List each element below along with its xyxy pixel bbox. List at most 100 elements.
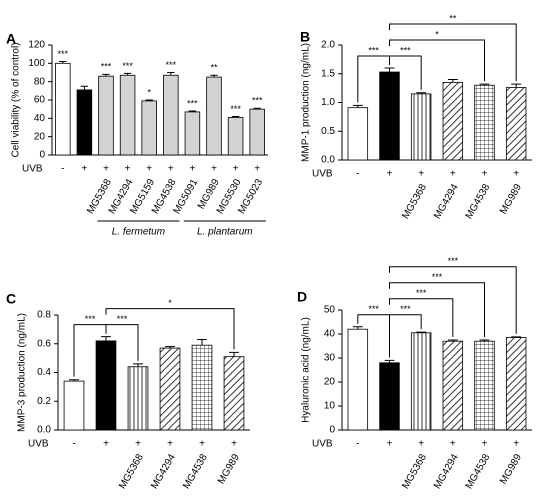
significance-label: *** <box>230 104 241 114</box>
bar <box>505 337 527 431</box>
significance-label: *** <box>58 49 69 59</box>
y-tick-label: 120 <box>28 40 45 51</box>
error-bar <box>133 363 143 367</box>
error-bar <box>59 61 67 64</box>
error-bar <box>511 83 522 88</box>
treatment-sign: + <box>482 169 488 180</box>
y-tick-label: 60 <box>34 95 46 106</box>
bar <box>474 84 495 161</box>
bar <box>55 62 71 156</box>
y-tick-label: 0.4 <box>37 367 51 378</box>
error-bar <box>479 339 490 342</box>
error-bar <box>102 73 110 77</box>
y-tick-label: 50 <box>324 305 336 316</box>
bracket-label: *** <box>117 314 128 324</box>
error-bar <box>167 72 175 76</box>
y-tick-label: 10 <box>324 401 336 412</box>
treatment-sign: + <box>387 439 393 450</box>
error-bar <box>165 346 175 349</box>
error-bar <box>231 116 240 118</box>
bracket-label: *** <box>85 314 96 324</box>
panel-letter: A <box>6 31 16 47</box>
bar <box>379 362 400 431</box>
bar <box>474 340 495 431</box>
y-axis-label: Cell viability (% of control) <box>11 42 22 157</box>
error-bar <box>69 379 79 382</box>
y-tick-label: 20 <box>34 131 46 142</box>
treatment-sign: - <box>356 439 359 450</box>
panel-letter: C <box>6 291 16 307</box>
x-tick-label: MG4538 <box>464 182 493 221</box>
significance-bracket <box>389 39 485 82</box>
treatment-sign: + <box>513 439 519 450</box>
treatment-sign: + <box>450 439 456 450</box>
y-tick-label: 0 <box>329 425 335 436</box>
treatment-sign: + <box>231 439 237 450</box>
x-tick-label: MG989 <box>498 452 524 486</box>
bracket-label: *** <box>368 304 379 314</box>
bar <box>95 340 117 431</box>
treatment-sign: - <box>72 439 75 450</box>
bracket-label: * <box>435 29 439 39</box>
error-bar <box>210 74 218 78</box>
treatment-sign: + <box>513 169 519 180</box>
treatment-sign: - <box>61 164 64 175</box>
treatment-sign: + <box>450 169 456 180</box>
bar <box>442 340 464 431</box>
y-tick-label: 0.0 <box>37 425 51 436</box>
y-tick-label: 80 <box>34 76 46 87</box>
y-tick-label: 0 <box>39 150 45 161</box>
y-tick-label: 20 <box>324 377 336 388</box>
treatment-sign: + <box>199 439 205 450</box>
bar <box>119 74 136 156</box>
group-label: L. plantarum <box>197 227 253 238</box>
panel-letter: D <box>297 289 307 305</box>
bracket-label: *** <box>416 288 427 298</box>
error-bar <box>416 92 427 94</box>
y-tick-label: 100 <box>28 58 45 69</box>
group-label: L. fermetum <box>112 227 165 238</box>
significance-label: ** <box>210 63 218 73</box>
treatment-sign: + <box>387 169 393 180</box>
bar <box>191 344 213 431</box>
treatment-sign: + <box>146 164 152 175</box>
error-bar <box>479 83 490 86</box>
treatment-label: UVB <box>312 439 333 450</box>
significance-bracket <box>389 314 422 358</box>
x-tick-label: MG5368 <box>400 452 429 491</box>
x-tick-label: MG4294 <box>432 452 461 491</box>
error-bar <box>352 326 363 330</box>
significance-label: *** <box>252 96 263 106</box>
y-tick-label: 30 <box>324 353 336 364</box>
bar <box>223 356 245 431</box>
significance-bracket <box>389 282 485 337</box>
treatment-sign: + <box>211 164 217 175</box>
error-bar <box>352 104 363 108</box>
bar <box>159 347 181 431</box>
bracket-label: * <box>168 298 172 308</box>
x-tick-label: MG5368 <box>117 452 146 491</box>
panel-letter: B <box>300 29 310 45</box>
error-bar <box>447 79 458 83</box>
treatment-sign: - <box>356 169 359 180</box>
treatment-sign: + <box>418 439 424 450</box>
y-axis-label: MMP-1 production (ng/mL) <box>301 43 312 162</box>
x-tick-label: MG4294 <box>432 182 461 221</box>
error-bar <box>384 67 395 73</box>
x-tick-label: MG5368 <box>400 182 429 221</box>
treatment-sign: + <box>482 439 488 450</box>
treatment-sign: + <box>103 439 109 450</box>
significance-label: *** <box>187 98 198 108</box>
y-tick-label: 2.0 <box>321 40 335 51</box>
bar <box>206 76 222 156</box>
significance-bracket <box>389 55 422 90</box>
treatment-sign: + <box>135 439 141 450</box>
bracket-label: ** <box>449 13 457 23</box>
bar <box>347 107 369 161</box>
y-tick-label: 0.0 <box>321 155 335 166</box>
significance-bracket <box>389 298 454 337</box>
treatment-label: UVB <box>312 169 333 180</box>
error-bar <box>197 338 207 346</box>
y-axis-label: Hyaluronic acid (ng/mL) <box>301 317 312 423</box>
